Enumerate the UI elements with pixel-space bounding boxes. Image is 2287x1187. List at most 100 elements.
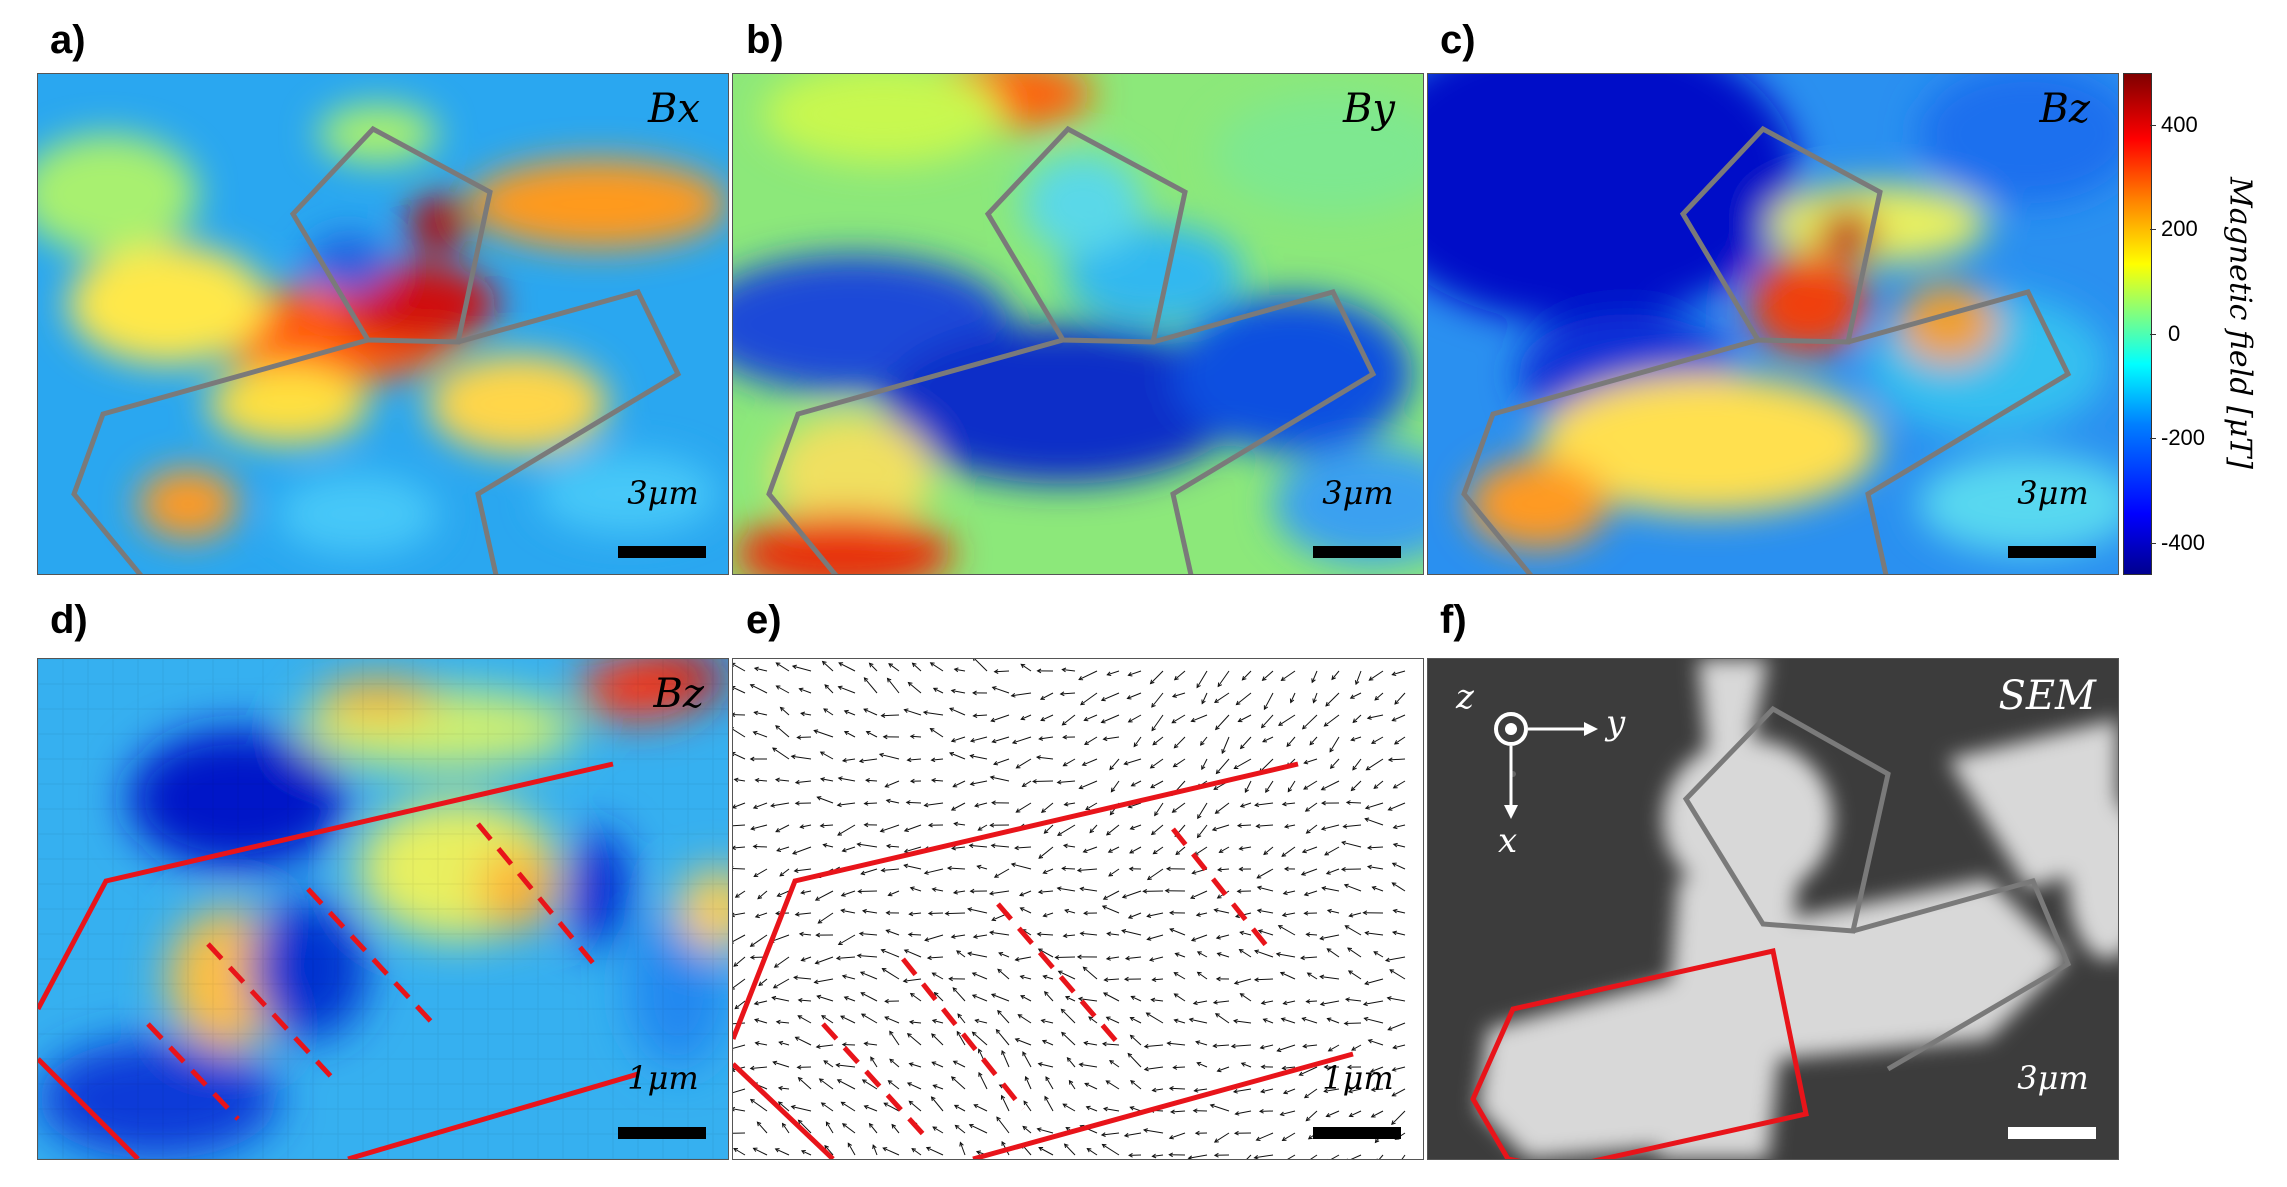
vector-arrow bbox=[1257, 886, 1274, 892]
vector-arrow-head bbox=[1010, 862, 1016, 868]
vector-arrow-head bbox=[1244, 788, 1249, 794]
vector-arrow-head bbox=[1068, 1079, 1074, 1085]
vector-arrow bbox=[754, 711, 768, 716]
vector-arrow bbox=[776, 846, 790, 852]
vector-arrow-head bbox=[1036, 1127, 1042, 1132]
vector-arrow-head bbox=[1319, 935, 1325, 941]
vector-arrow-head bbox=[1326, 908, 1332, 914]
vector-arrow-head bbox=[883, 1102, 889, 1107]
vector-arrow-head bbox=[1325, 870, 1331, 875]
vector-arrow bbox=[795, 912, 812, 916]
vector-arrow bbox=[795, 1036, 812, 1046]
red-outline-bottom-edge bbox=[972, 1051, 1354, 1159]
vector-arrow-head bbox=[822, 843, 828, 848]
vector-arrow-head bbox=[816, 994, 822, 1000]
vector-arrow bbox=[1217, 952, 1230, 958]
vector-arrow-head bbox=[1236, 888, 1242, 894]
vector-arrow-head bbox=[1303, 1093, 1309, 1099]
vector-arrow bbox=[1131, 995, 1142, 1002]
vector-arrow bbox=[1287, 1154, 1296, 1159]
vector-arrow bbox=[1299, 1066, 1318, 1076]
vector-arrow-head bbox=[952, 987, 958, 992]
vector-arrow bbox=[1215, 802, 1230, 814]
vector-arrow bbox=[1313, 692, 1318, 703]
vector-arrow-head bbox=[1364, 817, 1370, 822]
vector-arrow-head bbox=[775, 662, 781, 667]
vector-arrow-head bbox=[794, 779, 800, 785]
vector-arrow-head bbox=[749, 955, 755, 960]
vector-arrow-head bbox=[1001, 1049, 1006, 1055]
vector-arrow-head bbox=[819, 777, 825, 782]
vector-arrow bbox=[952, 846, 966, 849]
vector-arrow-head bbox=[794, 800, 800, 806]
vector-arrow-head bbox=[800, 957, 806, 962]
vector-arrow-head bbox=[1107, 848, 1113, 853]
vector-arrow bbox=[1102, 1043, 1120, 1046]
vector-arrow bbox=[791, 1106, 812, 1112]
vector-arrow-head bbox=[1324, 851, 1330, 856]
vector-arrow-head bbox=[1110, 787, 1116, 793]
vector-arrow-head bbox=[1256, 874, 1262, 879]
colorbar-tick-0: 0 bbox=[2168, 321, 2181, 346]
vector-arrow-head bbox=[1150, 830, 1156, 836]
vector-arrow-head bbox=[1171, 719, 1177, 724]
vector-arrow-head bbox=[1238, 949, 1244, 954]
vector-arrow bbox=[1320, 976, 1340, 980]
vector-arrow-head bbox=[1239, 930, 1245, 936]
vector-arrow-head bbox=[968, 843, 974, 849]
vector-arrow-head bbox=[1367, 1039, 1373, 1044]
vector-arrow bbox=[990, 931, 1010, 936]
vector-arrow-head bbox=[1303, 891, 1309, 897]
vector-arrow-head bbox=[774, 777, 780, 783]
vector-arrow-head bbox=[1197, 814, 1202, 820]
vector-arrow bbox=[750, 1066, 768, 1069]
vector-arrow-head bbox=[1173, 1018, 1179, 1024]
vector-arrow bbox=[1217, 670, 1230, 687]
vector-arrow-head bbox=[847, 1142, 852, 1148]
vector-arrow bbox=[1234, 758, 1252, 769]
vector-arrow bbox=[1152, 1154, 1164, 1157]
vector-arrow bbox=[1260, 1044, 1274, 1049]
vector-arrow-head bbox=[1082, 848, 1088, 853]
vector-arrow bbox=[1234, 978, 1252, 984]
vector-arrow bbox=[1022, 1126, 1032, 1134]
vector-arrow-head bbox=[733, 686, 736, 691]
vector-arrow-head bbox=[1142, 888, 1148, 894]
vector-arrow-head bbox=[841, 1123, 847, 1128]
vector-arrow-head bbox=[1022, 1051, 1027, 1057]
vector-arrow bbox=[782, 1123, 790, 1134]
vector-arrow bbox=[1057, 824, 1076, 836]
vector-arrow-head bbox=[1063, 1143, 1069, 1149]
vector-arrow bbox=[1240, 931, 1252, 936]
vector-arrow bbox=[906, 801, 922, 804]
vector-arrow-head bbox=[993, 669, 999, 674]
vector-arrow bbox=[823, 708, 834, 716]
vector-arrow bbox=[869, 662, 878, 672]
vector-arrow bbox=[1282, 912, 1296, 916]
vector-arrow-head bbox=[1196, 1061, 1202, 1067]
vector-arrow bbox=[1214, 692, 1230, 703]
vector-arrow-head bbox=[1130, 995, 1136, 1000]
vector-arrow bbox=[778, 1101, 790, 1112]
vector-arrow bbox=[1260, 1088, 1274, 1093]
vector-arrow-head bbox=[772, 1060, 778, 1066]
vector-arrow bbox=[1392, 1066, 1406, 1071]
vector-arrow-head bbox=[815, 1044, 821, 1049]
vector-arrow bbox=[954, 1104, 966, 1112]
vector-arrow-head bbox=[733, 962, 739, 967]
red-dashed-line bbox=[901, 957, 1025, 1111]
vector-arrow-head bbox=[1151, 726, 1156, 732]
vector-arrow bbox=[1133, 736, 1142, 747]
vector-arrow-head bbox=[1347, 947, 1352, 952]
vector-arrow bbox=[821, 1102, 834, 1112]
vector-arrow bbox=[1344, 1022, 1362, 1024]
vector-arrow-head bbox=[885, 843, 891, 849]
vector-arrow-head bbox=[974, 802, 980, 808]
vector-arrow-head bbox=[792, 850, 797, 855]
vector-arrow-head bbox=[931, 1033, 936, 1038]
vector-arrow-head bbox=[824, 1144, 829, 1150]
vector-arrow-head bbox=[1343, 883, 1349, 889]
vector-arrow bbox=[1343, 824, 1362, 828]
vector-arrow bbox=[837, 824, 856, 836]
vector-arrow-head bbox=[974, 1018, 980, 1024]
